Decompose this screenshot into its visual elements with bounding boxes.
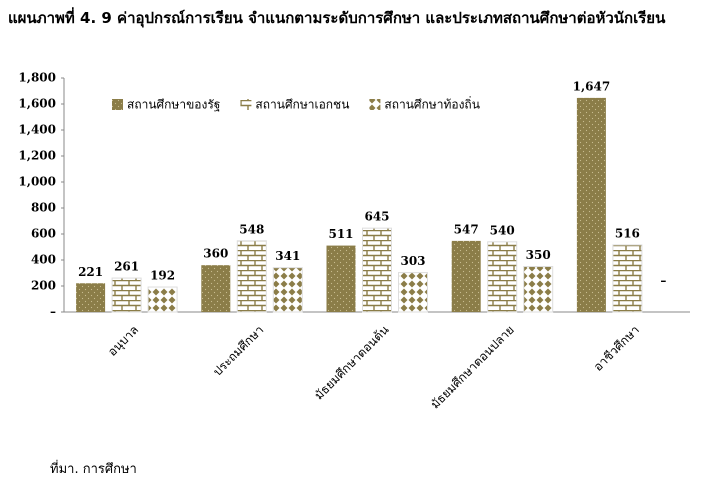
- data-label: 303: [400, 254, 425, 268]
- data-label: 341: [275, 249, 300, 263]
- y-tick-label: –: [50, 305, 56, 319]
- y-tick-label: 400: [31, 253, 56, 267]
- bar: [576, 97, 606, 312]
- bar: [451, 240, 481, 312]
- y-tick-label: 1,600: [18, 97, 56, 111]
- data-label: 548: [239, 222, 264, 236]
- bar: [272, 267, 303, 313]
- x-tick-label: อาชีวศึกษา: [591, 323, 642, 374]
- data-label: 511: [328, 227, 353, 241]
- data-label: 547: [454, 222, 479, 236]
- y-tick-label: 1,000: [18, 175, 56, 189]
- legend-swatch: [240, 99, 252, 110]
- bar: [362, 227, 392, 313]
- data-label: 192: [150, 269, 175, 283]
- legend-label: สถานศึกษาเอกชน: [255, 98, 349, 112]
- data-label: 360: [203, 247, 228, 261]
- bar: [76, 283, 106, 312]
- source-note: ที่มา. การศึกษา: [50, 462, 137, 477]
- x-tick-label: ประถมศึกษา: [210, 323, 266, 379]
- legend-label: สถานศึกษาท้องถิ่น: [384, 96, 480, 112]
- bar: [111, 277, 142, 313]
- y-tick-label: 1,200: [18, 149, 56, 163]
- data-label: 540: [490, 223, 515, 237]
- data-label: 221: [78, 265, 103, 279]
- x-tick-label: มัธยมศึกษาตอนปลาย: [428, 323, 517, 412]
- y-tick-label: 1,400: [18, 123, 56, 137]
- legend-swatch: [369, 99, 381, 110]
- data-label: –: [660, 274, 666, 288]
- data-label: 1,647: [573, 79, 611, 93]
- legend-label: สถานศึกษาของรัฐ: [127, 98, 220, 112]
- bar: [487, 241, 518, 313]
- bar: [326, 245, 356, 312]
- y-tick-label: 200: [31, 279, 56, 293]
- x-tick-label: อนุบาล: [105, 323, 142, 360]
- bar: [236, 240, 267, 313]
- bar: [201, 265, 231, 312]
- data-label: 516: [615, 226, 640, 240]
- bar: [398, 272, 428, 313]
- data-label: 350: [526, 248, 551, 262]
- bar: [147, 286, 178, 313]
- y-tick-label: 800: [31, 201, 56, 215]
- y-tick-label: 600: [31, 227, 56, 241]
- bar: [523, 266, 554, 313]
- data-label: 645: [364, 210, 389, 224]
- legend-swatch: [112, 99, 123, 110]
- bar: [612, 244, 643, 313]
- x-tick-label: มัธยมศึกษาตอนต้น: [312, 323, 392, 403]
- data-label: 261: [114, 260, 139, 274]
- y-tick-label: 1,800: [18, 71, 56, 85]
- chart-title: แผนภาพที่ 4. 9 ค่าอุปกรณ์การเรียน จำแนกต…: [8, 9, 666, 27]
